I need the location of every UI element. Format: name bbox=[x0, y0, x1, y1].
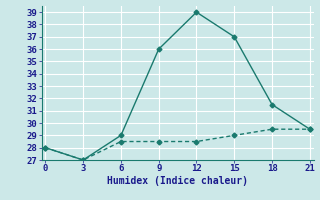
X-axis label: Humidex (Indice chaleur): Humidex (Indice chaleur) bbox=[107, 176, 248, 186]
